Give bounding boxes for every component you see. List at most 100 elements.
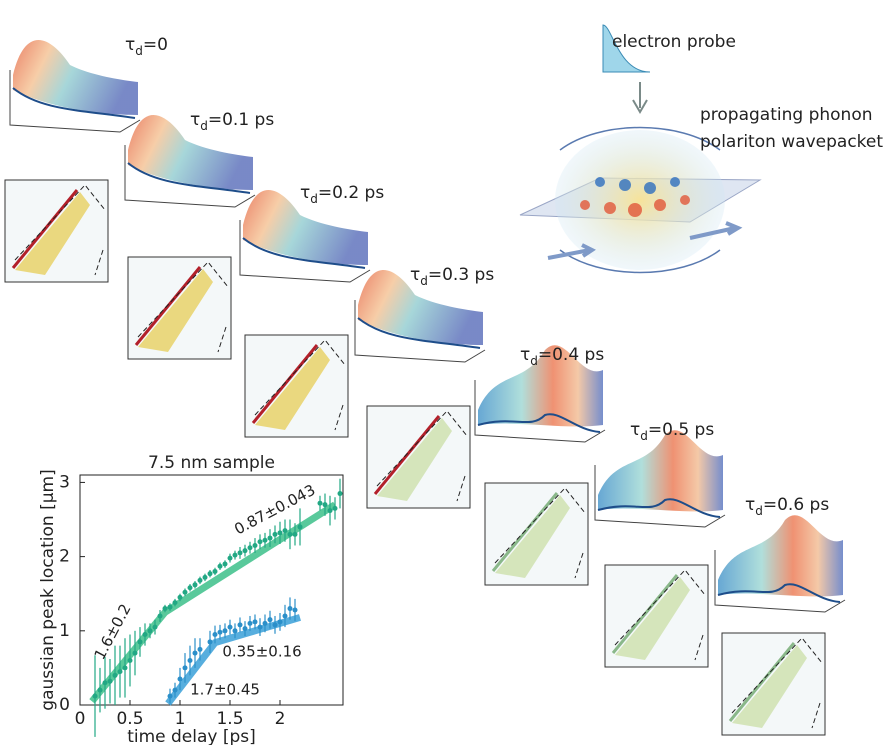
data-point — [123, 665, 128, 670]
data-point — [173, 688, 178, 693]
data-point — [293, 532, 298, 537]
delay-label: τd=0.3 ps — [410, 265, 494, 288]
data-point — [238, 622, 243, 627]
delay-label: τd=0.2 ps — [300, 183, 384, 206]
data-point — [213, 569, 218, 574]
data-point — [213, 632, 218, 637]
image-panel — [5, 180, 108, 282]
tau: τ — [630, 420, 640, 440]
surface-panel: τd=0.6 ps — [715, 495, 845, 612]
sub: d — [755, 504, 763, 518]
rest: =0.6 ps — [763, 495, 829, 515]
surface — [598, 430, 723, 511]
x-tick-label: 1 — [175, 709, 186, 729]
schematic: electron probe propagating phonon polari… — [520, 25, 883, 273]
data-point — [283, 613, 288, 618]
data-point — [118, 669, 123, 674]
rest: =0.4 ps — [538, 345, 604, 365]
data-point — [318, 501, 323, 506]
chart: 7.5 nm sample00.511.520123time delay [ps… — [38, 453, 343, 745]
data-point — [263, 621, 268, 626]
data-point — [253, 619, 258, 624]
rest: =0.5 ps — [648, 420, 714, 440]
data-point — [253, 543, 258, 548]
probe-label: electron probe — [612, 32, 736, 52]
annotation: 0.35±0.16 — [222, 643, 301, 661]
y-axis-label: gaussian peak location [μm] — [38, 469, 58, 710]
fit-line — [92, 505, 335, 702]
data-point — [298, 524, 303, 529]
data-point — [103, 680, 108, 685]
data-point — [223, 562, 228, 567]
data-point — [338, 491, 343, 496]
data-point — [278, 530, 283, 535]
data-point — [248, 545, 253, 550]
data-point — [203, 575, 208, 580]
data-point — [178, 595, 183, 600]
wave-label: polariton wavepacket — [700, 132, 883, 152]
data-point — [273, 622, 278, 627]
surface-panel: τd=0.3 ps — [355, 265, 494, 362]
surface-panel: τd=0.5 ps — [595, 420, 725, 527]
data-point — [168, 605, 173, 610]
x-tick-label: 0 — [75, 709, 86, 729]
data-point — [288, 606, 293, 611]
data-point — [138, 639, 143, 644]
sub: d — [420, 274, 428, 288]
y-tick-label: 0 — [59, 695, 70, 715]
tau: τ — [745, 495, 755, 515]
rest: =0 — [143, 35, 168, 55]
sub: d — [135, 44, 143, 58]
y-tick-label: 3 — [59, 472, 70, 492]
data-point — [193, 582, 198, 587]
data-point — [208, 571, 213, 576]
data-point — [133, 651, 138, 656]
chart-title: 7.5 nm sample — [148, 453, 275, 473]
data-point — [143, 632, 148, 637]
data-point — [173, 600, 178, 605]
tau: τ — [190, 110, 200, 130]
data-point — [233, 628, 238, 633]
delay-label: τd=0.1 ps — [190, 110, 274, 133]
data-point — [273, 532, 278, 537]
data-point — [223, 628, 228, 633]
rest: =0.3 ps — [428, 265, 494, 285]
image-panel — [605, 565, 708, 667]
x-tick-label: 1.5 — [216, 709, 243, 729]
data-point — [93, 694, 98, 699]
delay-label: τd=0.5 ps — [630, 420, 714, 443]
data-point — [193, 651, 198, 656]
data-point — [178, 677, 183, 682]
figure: electron probe propagating phonon polari… — [0, 0, 890, 745]
y-tick-label: 1 — [59, 621, 70, 641]
image-panel — [128, 257, 231, 359]
data-point — [238, 550, 243, 555]
data-point — [183, 590, 188, 595]
probe-arrow — [633, 82, 647, 112]
data-point — [288, 532, 293, 537]
tau: τ — [125, 35, 135, 55]
surface — [13, 40, 138, 115]
image-panel — [485, 483, 588, 585]
x-axis-label: time delay [ps] — [127, 727, 256, 745]
x-tick-label: 2 — [275, 709, 286, 729]
data-point — [153, 625, 158, 630]
data-point — [323, 502, 328, 507]
tau: τ — [410, 265, 420, 285]
rest: =0.1 ps — [208, 110, 274, 130]
data-point — [158, 613, 163, 618]
tau: τ — [520, 345, 530, 365]
annotation: 1.7±0.45 — [190, 681, 260, 699]
data-point — [183, 665, 188, 670]
surface-panel: τd=0.1 ps — [125, 110, 274, 207]
rest: =0.2 ps — [318, 183, 384, 203]
sub: d — [200, 119, 208, 133]
y-tick-label: 2 — [59, 547, 70, 567]
data-point — [293, 608, 298, 613]
data-point — [228, 625, 233, 630]
delay-label: τd=0.4 ps — [520, 345, 604, 368]
data-point — [268, 536, 273, 541]
data-point — [208, 639, 213, 644]
data-point — [128, 658, 133, 663]
surface-panel: τd=0.4 ps — [475, 345, 605, 442]
